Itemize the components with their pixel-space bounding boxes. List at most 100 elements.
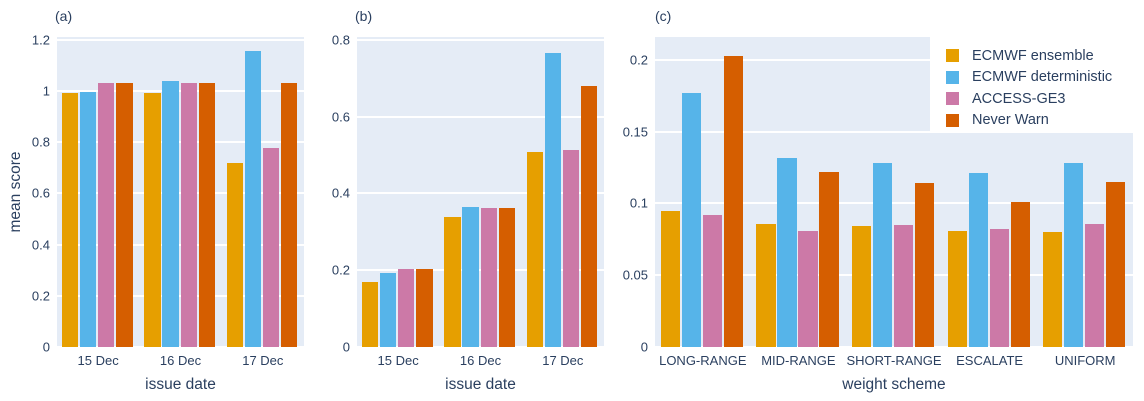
gridline	[357, 115, 604, 118]
gridline	[655, 346, 1133, 348]
y-tick-label: 0.8	[31, 134, 50, 150]
x-tick-label: LONG-RANGE	[659, 353, 747, 368]
bar-ecmwf-deterministic	[244, 51, 262, 347]
bar-never-warn	[580, 85, 598, 347]
bar-never-warn	[1010, 202, 1030, 347]
bar-ecmwf-deterministic	[380, 273, 397, 347]
x-tick-label: 16 Dec	[459, 353, 502, 368]
bar-ecmwf-deterministic	[968, 173, 988, 347]
y-tick-label: 0	[42, 339, 50, 355]
bar-ecmwf-ensemble	[660, 210, 680, 347]
y-tick-label: 0.6	[31, 185, 50, 201]
legend-swatch	[946, 49, 959, 63]
bar-ecmwf-ensemble	[851, 226, 872, 347]
panel-label-b: (b)	[355, 8, 373, 24]
x-tick-label: ESCALATE	[956, 353, 1024, 368]
plot-area-b: 0 0.2 0.4 0.6 0.8 15 Dec 16 Dec 17 Dec	[332, 32, 604, 368]
bar-ecmwf-ensemble	[61, 93, 79, 347]
x-tick-label: 17 Dec	[242, 353, 284, 368]
bar-access-ge3	[98, 83, 115, 347]
x-tick-label: 16 Dec	[159, 353, 202, 368]
bar-access-ge3	[1085, 223, 1105, 347]
gridline	[655, 130, 1133, 133]
gridline	[655, 202, 1133, 205]
legend-item-label: ECMWF ensemble	[972, 47, 1094, 64]
bar-access-ge3	[480, 207, 497, 347]
gridline	[357, 346, 604, 348]
bar-ecmwf-ensemble	[756, 223, 776, 347]
y-tick-label: 1.2	[31, 32, 50, 48]
legend-swatch	[946, 113, 959, 127]
bar-never-warn	[116, 83, 133, 347]
x-axis-title-a: issue date	[145, 376, 216, 393]
bar-ecmwf-ensemble	[144, 93, 161, 347]
legend: ECMWF ensemble ECMWF deterministic ACCESS-…	[930, 37, 1140, 133]
legend-item-ecmwf-deterministic[interactable]: ECMWF deterministic	[946, 67, 1140, 89]
bar-never-warn	[723, 55, 744, 347]
x-axis-title-b: issue date	[445, 376, 516, 393]
legend-item-access-ge3[interactable]: ACCESS-GE3	[946, 88, 1140, 110]
y-tick-label: 0.15	[622, 124, 648, 140]
bar-access-ge3	[702, 214, 723, 347]
y-tick-label: 0.1	[629, 195, 648, 211]
bar-never-warn	[1106, 181, 1126, 347]
x-tick-label: UNIFORM	[1054, 353, 1116, 368]
bar-ecmwf-deterministic	[1064, 163, 1084, 347]
y-tick-label: 0.2	[31, 288, 50, 304]
y-tick-label: 0.2	[331, 262, 350, 278]
bar-ecmwf-ensemble	[444, 217, 461, 347]
legend-swatch	[946, 92, 959, 106]
gridline	[57, 346, 304, 348]
bar-ecmwf-deterministic	[681, 92, 701, 347]
panel-label-a: (a)	[55, 8, 73, 24]
bar-access-ge3	[894, 225, 914, 347]
gridline	[57, 38, 304, 41]
plot-area-a: 0 0.2 0.4 0.6 0.8 1 1.2 15 Dec 16 Dec 17 Dec	[32, 32, 304, 368]
y-tick-label: 0	[342, 339, 350, 355]
y-axis-title: mean score	[7, 151, 24, 233]
bar-never-warn	[280, 83, 298, 347]
bar-ecmwf-ensemble	[947, 230, 967, 347]
bar-ecmwf-deterministic	[162, 80, 179, 347]
legend-item-label: Never Warn	[972, 112, 1049, 129]
y-tick-label: 0.4	[331, 185, 350, 201]
gridline	[357, 192, 604, 195]
legend-item-label: ECMWF deterministic	[972, 69, 1113, 86]
bar-ecmwf-deterministic	[462, 206, 479, 347]
bar-ecmwf-deterministic	[777, 157, 797, 347]
y-tick-label: 0.6	[331, 109, 350, 125]
x-tick-label: SHORT-RANGE	[846, 353, 942, 368]
bar-never-warn	[416, 269, 433, 347]
bar-never-warn	[498, 207, 515, 347]
bar-ecmwf-deterministic	[544, 53, 562, 347]
bar-ecmwf-ensemble	[226, 162, 243, 347]
panel-label-c: (c)	[655, 8, 672, 24]
y-tick-label: 0.8	[331, 32, 350, 48]
bar-access-ge3	[562, 150, 580, 347]
bar-ecmwf-deterministic	[80, 92, 97, 347]
y-tick-label: 1	[42, 83, 50, 99]
legend-item-never-warn[interactable]: Never Warn	[946, 110, 1140, 132]
gridline	[357, 38, 604, 41]
bar-ecmwf-deterministic	[872, 163, 893, 347]
gridline	[655, 58, 1133, 61]
y-tick-label: 0.4	[31, 237, 50, 253]
legend-item-ecmwf-ensemble[interactable]: ECMWF ensemble	[946, 45, 1140, 67]
x-tick-label: 15 Dec	[77, 353, 119, 368]
x-tick-label: 15 Dec	[377, 353, 419, 368]
bar-ecmwf-ensemble	[361, 281, 379, 347]
bar-access-ge3	[262, 148, 280, 347]
y-tick-label: 0	[640, 339, 648, 355]
bar-access-ge3	[989, 229, 1009, 347]
x-tick-label: MID-RANGE	[761, 353, 836, 368]
bar-access-ge3	[398, 269, 415, 347]
y-tick-label: 0.05	[622, 267, 648, 283]
bar-ecmwf-ensemble	[526, 151, 543, 347]
bar-access-ge3	[798, 230, 818, 347]
bar-ecmwf-ensemble	[1043, 232, 1063, 347]
bar-access-ge3	[180, 83, 197, 347]
bar-never-warn	[819, 171, 839, 347]
bar-never-warn	[915, 183, 935, 347]
bar-never-warn	[198, 83, 215, 347]
